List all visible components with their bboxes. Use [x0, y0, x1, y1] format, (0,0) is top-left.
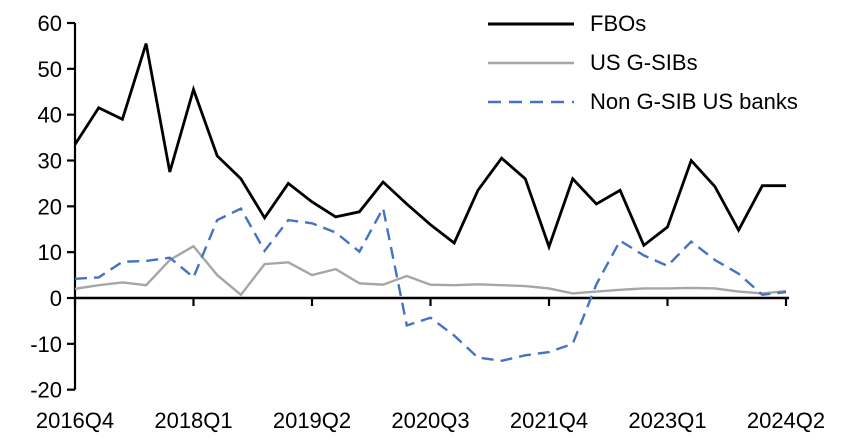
legend-item-us-gsibs: US G-SIBs [488, 43, 798, 82]
series-line-us-g-sibs [74, 244, 787, 297]
y-tick-label: 20 [38, 194, 62, 219]
x-tick-label: 2024Q2 [747, 408, 825, 433]
x-tick-label: 2023Q1 [628, 408, 706, 433]
y-tick-label: -20 [30, 378, 62, 403]
x-tick-label: 2018Q1 [154, 408, 232, 433]
legend-label: US G-SIBs [590, 49, 698, 75]
y-tick-label: 10 [38, 240, 62, 265]
series-line-non-g-sib-us-banks [74, 204, 787, 363]
legend-item-fbos: FBOs [488, 4, 798, 43]
y-tick-label: 50 [38, 57, 62, 82]
legend-label: Non G-SIB US banks [590, 88, 798, 114]
y-tick-label: 40 [38, 103, 62, 128]
y-tick-label: 0 [50, 286, 62, 311]
legend-item-non-gsib: Non G-SIB US banks [488, 82, 798, 121]
series-line-fbos [73, 43, 786, 251]
legend-line-swatch [488, 22, 574, 25]
legend-label: FBOs [590, 10, 647, 36]
y-tick-label: 60 [38, 11, 62, 36]
x-tick-label: 2019Q2 [273, 408, 351, 433]
chart-legend: FBOs US G-SIBs Non G-SIB US banks [488, 4, 798, 121]
x-tick-label: 2021Q4 [510, 408, 588, 433]
y-tick-label: -10 [30, 332, 62, 357]
x-tick-label: 2020Q3 [391, 408, 469, 433]
legend-line-swatch [488, 100, 574, 103]
x-tick-label: 2016Q4 [36, 408, 114, 433]
y-tick-label: 30 [38, 149, 62, 174]
legend-line-swatch [488, 61, 574, 64]
